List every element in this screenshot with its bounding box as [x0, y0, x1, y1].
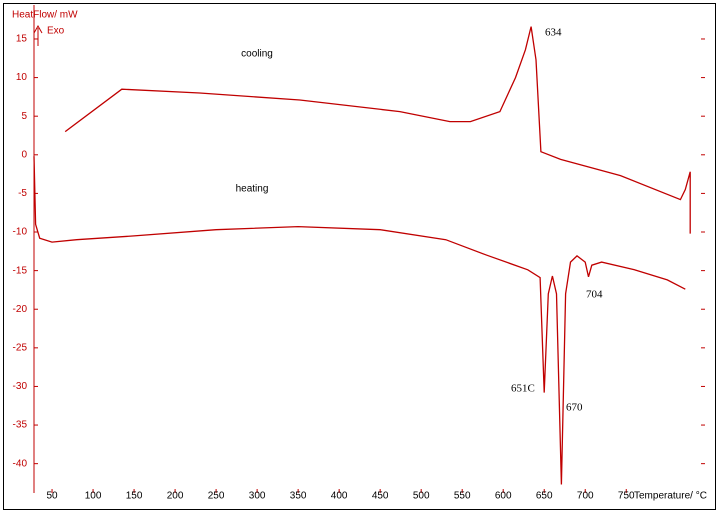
- curve-label: heating: [236, 184, 269, 195]
- exo-arrow-head: [33, 24, 43, 34]
- exo-label: Exo: [47, 26, 65, 37]
- y-tick-label: -15: [13, 265, 28, 276]
- x-tick-label: 450: [372, 491, 389, 502]
- y-axis-label: HeatFlow/ mW: [12, 10, 78, 21]
- x-tick-label: 600: [495, 491, 512, 502]
- y-tick-label: 15: [16, 34, 28, 45]
- y-tick-label: -35: [13, 420, 28, 431]
- y-tick-label: -30: [13, 381, 28, 392]
- x-tick-label: 650: [536, 491, 553, 502]
- y-tick-label: -25: [13, 342, 28, 353]
- y-tick-label: 0: [21, 149, 27, 160]
- frame: [3, 3, 716, 510]
- x-tick-label: 350: [290, 491, 307, 502]
- x-axis-label: Temperature/ °C: [634, 491, 707, 502]
- y-tick-label: 5: [21, 111, 27, 122]
- peak-label: 670: [566, 402, 583, 414]
- x-tick-label: 400: [331, 491, 348, 502]
- y-tick-label: 10: [16, 72, 28, 83]
- x-tick-label: 300: [249, 491, 266, 502]
- x-tick-label: 250: [208, 491, 225, 502]
- peak-label: 651C: [511, 383, 535, 395]
- x-tick-label: 150: [126, 491, 143, 502]
- peak-label: 634: [545, 27, 562, 39]
- x-tick-label: 100: [85, 491, 102, 502]
- data-line: [64, 26, 691, 234]
- y-tick-label: -40: [13, 458, 28, 469]
- data-line: [33, 156, 686, 485]
- x-tick-label: 50: [46, 491, 58, 502]
- x-tick-label: 750: [618, 491, 635, 502]
- x-tick-label: 550: [454, 491, 471, 502]
- y-tick-label: -20: [13, 304, 28, 315]
- peak-label: 704: [586, 289, 603, 301]
- y-tick-label: -10: [13, 227, 28, 238]
- x-tick-label: 500: [413, 491, 430, 502]
- y-tick-label: -5: [18, 188, 27, 199]
- x-tick-label: 200: [167, 491, 184, 502]
- x-tick-label: 700: [577, 491, 594, 502]
- curve-label: cooling: [241, 49, 273, 60]
